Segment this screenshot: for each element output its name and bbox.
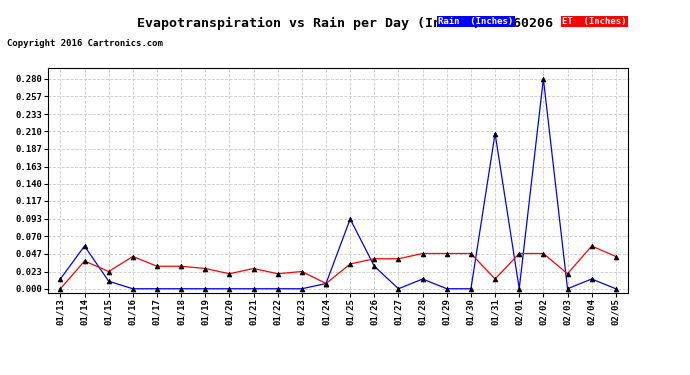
- Text: Evapotranspiration vs Rain per Day (Inches) 20160206: Evapotranspiration vs Rain per Day (Inch…: [137, 17, 553, 30]
- Text: ET  (Inches): ET (Inches): [562, 17, 627, 26]
- Text: Copyright 2016 Cartronics.com: Copyright 2016 Cartronics.com: [7, 39, 163, 48]
- Text: Rain  (Inches): Rain (Inches): [438, 17, 513, 26]
